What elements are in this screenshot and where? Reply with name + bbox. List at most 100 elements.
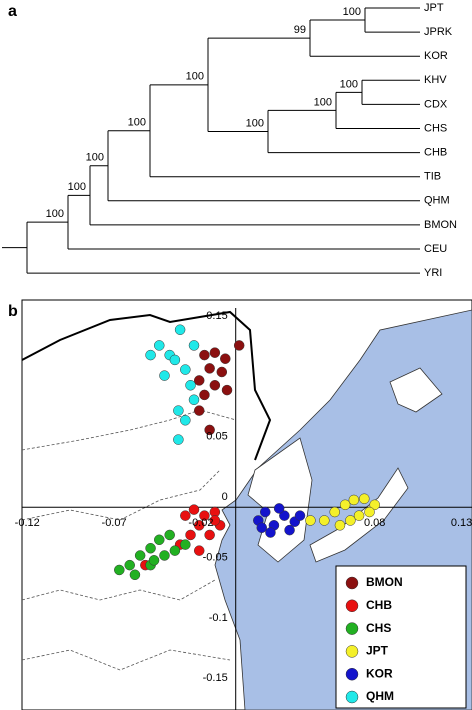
point	[259, 506, 271, 518]
point	[348, 494, 360, 506]
x-tick-label: 0.08	[364, 517, 385, 529]
leaf-label: JPT	[424, 2, 444, 14]
legend-marker	[345, 645, 359, 658]
point	[114, 564, 125, 576]
point	[154, 340, 165, 351]
legend-marker	[345, 599, 359, 613]
point	[265, 527, 276, 538]
leaf-label: KOR	[424, 50, 448, 62]
legend-marker	[345, 690, 359, 704]
point	[188, 394, 200, 405]
legend-label: JPT	[366, 644, 389, 658]
support-label: 100	[340, 78, 358, 90]
point	[353, 510, 365, 521]
x-tick-label: -0.02	[188, 517, 213, 529]
legend-marker	[345, 622, 359, 635]
support-label: 100	[343, 6, 361, 18]
support-label: 100	[86, 152, 104, 164]
point	[159, 370, 170, 381]
point	[185, 529, 196, 541]
hokkaido	[389, 367, 443, 413]
point	[145, 349, 156, 361]
point	[193, 375, 205, 386]
leaf-label: TIB	[424, 171, 441, 183]
point	[134, 550, 146, 561]
point	[233, 340, 245, 351]
point	[216, 366, 228, 378]
province-border	[21, 649, 231, 671]
leaf-label: BMON	[424, 219, 457, 231]
point	[193, 520, 205, 531]
x-tick-label: -0.12	[15, 517, 40, 529]
point	[319, 515, 330, 526]
leaf-label: CDX	[424, 98, 448, 110]
legend-box	[335, 565, 467, 709]
point	[124, 559, 135, 571]
point	[185, 380, 196, 391]
point	[339, 499, 351, 511]
point	[294, 510, 306, 521]
leaf-label: CEU	[424, 243, 447, 255]
panel-label: b	[8, 303, 18, 320]
leaf-label: CHB	[424, 147, 447, 159]
support-label: 100	[128, 117, 146, 129]
y-tick-label: -0.05	[203, 551, 228, 563]
point	[209, 380, 221, 391]
point	[284, 524, 295, 536]
point	[204, 363, 215, 374]
point	[173, 434, 184, 445]
point	[369, 499, 380, 511]
panel-label: a	[8, 3, 17, 20]
point	[164, 529, 175, 541]
point	[188, 340, 200, 351]
province-border	[21, 409, 237, 451]
legend-label: CHS	[366, 621, 391, 635]
x-tick-label: -0.07	[102, 517, 127, 529]
y-tick-label: -0.1	[209, 612, 228, 624]
support-label: 100	[314, 96, 332, 108]
point	[305, 515, 316, 526]
point	[220, 353, 231, 364]
leaf-label: JPRK	[424, 26, 453, 38]
point	[209, 515, 221, 526]
legend-label: CHB	[366, 598, 392, 612]
leaf-label: QHM	[424, 195, 450, 207]
point	[169, 354, 181, 366]
y-tick-label: 0.15	[206, 310, 227, 322]
point	[188, 504, 200, 515]
support-label: 99	[294, 24, 306, 36]
point	[173, 405, 184, 416]
point	[359, 493, 370, 504]
point	[129, 569, 141, 581]
support-label: 100	[186, 71, 204, 83]
scatter: -0.12 -0.07 -0.02 0.08 0.13 0.15 0.05 0 -0.05 -0.…	[15, 308, 472, 710]
leaf-label: CHS	[424, 122, 447, 134]
point	[193, 545, 205, 556]
point	[329, 506, 340, 518]
y-tick-label: -0.15	[203, 672, 228, 684]
point	[159, 550, 170, 561]
point	[256, 522, 268, 533]
province-border	[21, 469, 221, 521]
point	[193, 405, 205, 416]
point	[199, 389, 210, 401]
tree: JPT JPRK KOR 100 KHV CDX CHS 100 CHB 100 99 100 TIB 1…	[2, 2, 457, 279]
point	[209, 347, 221, 358]
y-tick-label: 0	[222, 491, 228, 503]
point	[273, 503, 285, 514]
support-label: 100	[68, 181, 86, 193]
point	[204, 424, 215, 436]
legend-label: QHM	[366, 689, 394, 703]
point	[180, 415, 191, 426]
point	[199, 349, 210, 361]
legend-label: BMON	[366, 575, 403, 589]
point	[180, 510, 191, 521]
point	[221, 384, 233, 396]
leaf-label: YRI	[424, 267, 442, 279]
legend-label: KOR	[366, 666, 393, 680]
point	[334, 520, 346, 531]
province-border	[21, 579, 216, 601]
point	[279, 510, 290, 521]
legend-marker	[345, 576, 359, 590]
